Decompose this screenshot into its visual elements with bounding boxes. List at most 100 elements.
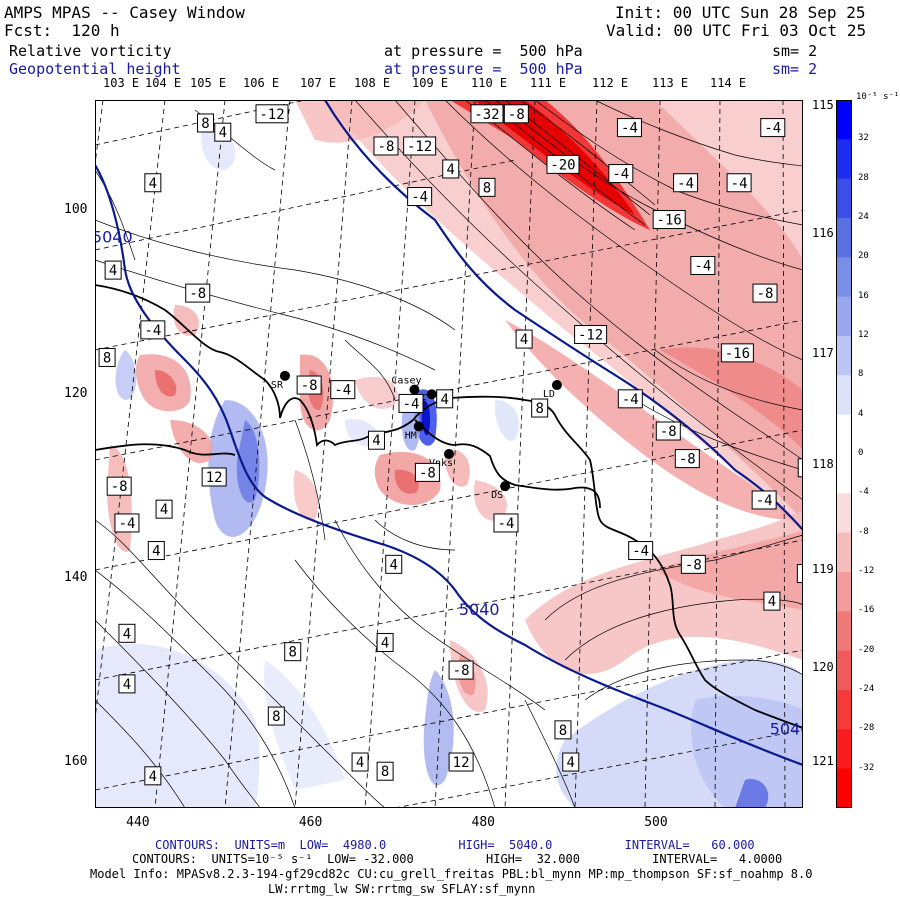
colorbar-swatch — [836, 414, 852, 455]
contour-label: -12 — [407, 139, 432, 155]
y-tick-label: 100 — [64, 202, 88, 218]
contour-label-box — [720, 343, 754, 363]
contour-label: 4 — [520, 332, 528, 348]
contour-label-box — [255, 104, 289, 124]
contour-label-box — [197, 113, 215, 133]
longitude-label: 105 E — [190, 76, 227, 90]
field1-name: Relative vorticity — [9, 42, 172, 60]
contour-label-box — [376, 632, 394, 652]
colorbar-swatch — [836, 454, 852, 494]
contour-label-box — [330, 380, 356, 400]
colorbar-label: 24 — [858, 212, 869, 222]
longitude-label: 103 E — [103, 76, 140, 90]
contour-label: -4 — [403, 396, 420, 412]
longitude-label: 113 E — [652, 76, 689, 90]
station-dot — [279, 370, 290, 381]
contour-label-box — [763, 591, 781, 611]
longitude-label: 114 E — [710, 76, 747, 90]
longitude-label: 110 E — [471, 76, 508, 90]
contour-label: -4 — [612, 167, 629, 183]
contour-label: -8 — [453, 663, 470, 679]
colorbar-label: -4 — [858, 487, 869, 498]
contour-label: 4 — [152, 544, 160, 560]
colorbar-swatch — [836, 296, 852, 337]
longitude-label: 107 E — [300, 76, 337, 90]
contour-label: 8 — [289, 645, 297, 661]
station-label: HM — [405, 430, 417, 441]
contour-label-box — [414, 462, 440, 482]
colorbar-swatch — [836, 257, 852, 298]
model-info-2: LW:rrtmg_lw SW:rrtmg_sw SFLAY:sf_mynn — [268, 882, 536, 896]
height-label: 5040 — [770, 719, 803, 738]
colorbar — [836, 100, 852, 808]
y-tick-label: 120 — [64, 386, 88, 402]
contour-label-box — [574, 324, 608, 344]
colorbar-label: 28 — [858, 172, 869, 183]
height-label: 5040 — [95, 228, 133, 247]
contour-label-box — [267, 706, 285, 726]
contour-label: -4 — [632, 544, 649, 560]
contour-label-box — [373, 136, 399, 156]
contour-label: -8 — [301, 378, 318, 394]
colorbar-label: -32 — [858, 762, 875, 773]
contour-label: 8 — [381, 764, 389, 780]
colorbar-swatch — [836, 572, 852, 612]
contour-label: 8 — [272, 709, 280, 725]
contour-label-box — [436, 389, 454, 409]
contour-label-box — [185, 283, 211, 303]
contour-label-box — [546, 154, 580, 174]
station-dot — [551, 380, 562, 391]
contour-label-box — [726, 173, 752, 193]
height-contour-labels: 5040 5040 5040 — [95, 228, 803, 739]
contour-label-box — [407, 187, 433, 207]
colorbar-label: 16 — [858, 290, 869, 301]
contour-label-box — [376, 761, 394, 781]
station-label: S — [421, 398, 427, 409]
station-label: Casey — [391, 376, 421, 387]
contour-label: -4 — [621, 121, 638, 137]
station-label: LD — [543, 389, 555, 400]
contour-label: 4 — [149, 769, 157, 785]
contour-label: -8 — [508, 107, 525, 123]
contour-label: 4 — [123, 677, 131, 693]
colorbar-label: 8 — [858, 369, 864, 380]
contour-label-box — [760, 118, 786, 138]
contour-label: 4 — [356, 755, 364, 771]
contour-label-box — [144, 766, 162, 786]
station-dot — [444, 449, 454, 459]
contour-label-box — [118, 674, 136, 694]
contour-label: -4 — [677, 176, 694, 192]
colorbar-swatch — [836, 336, 852, 376]
contour-label-box — [493, 513, 519, 533]
contour-label-box — [751, 490, 777, 510]
x-tick-label: 480 — [471, 815, 496, 830]
contour-label-box — [616, 118, 642, 138]
colorbar-label: 0 — [858, 448, 864, 458]
contour-value-labels: 84-12-8-12-32-8-4-4-4-84-20-448-4-4-4-16… — [98, 104, 803, 786]
contour-label-box — [214, 122, 232, 142]
contour-label: -20 — [550, 157, 575, 173]
contour-label: 4 — [390, 557, 398, 573]
contour-label-box — [673, 173, 699, 193]
colorbar-label: -8 — [858, 526, 869, 537]
contour-label-box — [674, 449, 700, 469]
app-title: AMPS MPAS -- Casey Window — [4, 3, 245, 22]
contour-label: -4 — [119, 516, 136, 532]
contour-label: -16 — [657, 213, 682, 229]
colorbar-label: 4 — [858, 408, 864, 419]
contour-label: -4 — [498, 516, 515, 532]
colorbar-label: 12 — [858, 330, 869, 340]
contour-label: -8 — [378, 139, 395, 155]
contour-label-box — [608, 164, 634, 184]
colorbar-swatch — [836, 178, 852, 219]
station-label: SR — [271, 380, 284, 391]
colorbar-label: -12 — [858, 566, 875, 576]
colorbar-frame — [836, 100, 852, 808]
contour-label: -32 — [474, 107, 499, 123]
field2-smoothing: sm= 2 — [772, 60, 818, 78]
contour-label-box — [503, 104, 529, 124]
contour-label: -4 — [764, 121, 781, 137]
contour-label: 4 — [109, 263, 117, 279]
height-label: 5040 — [459, 600, 500, 619]
contour-label: -8 — [419, 465, 436, 481]
